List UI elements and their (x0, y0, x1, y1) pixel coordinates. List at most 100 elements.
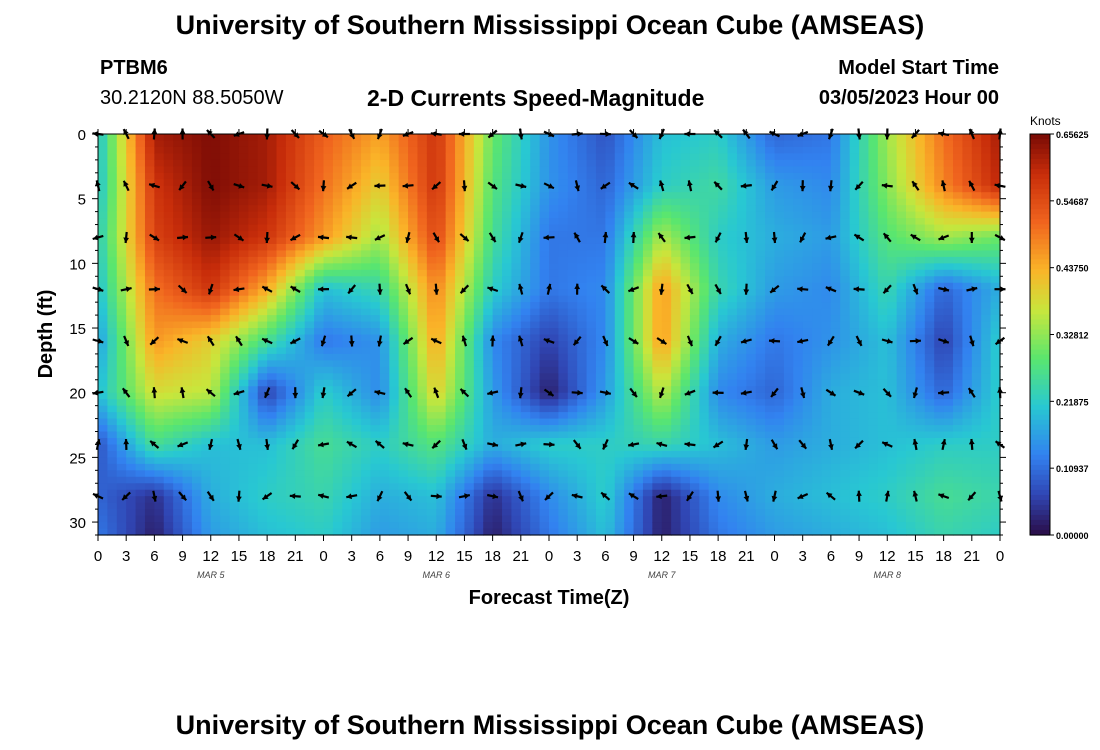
heatmap-cell (276, 386, 287, 394)
heatmap-cell (492, 243, 503, 252)
heatmap-cell (408, 528, 419, 536)
heatmap-cell (830, 386, 841, 394)
heatmap-cell (689, 431, 700, 439)
heatmap-cell (849, 295, 860, 303)
heatmap-cell (304, 289, 315, 297)
heatmap-cell (126, 321, 137, 329)
heatmap-cell (642, 185, 653, 193)
heatmap-cell (351, 198, 362, 206)
heatmap-cell (191, 392, 202, 400)
heatmap-cell (483, 366, 494, 374)
heatmap-cell (248, 353, 259, 361)
heatmap-cell (680, 250, 691, 258)
heatmap-cell (473, 366, 484, 374)
heatmap-cell (483, 412, 494, 420)
heatmap-cell (304, 528, 315, 536)
heatmap-cell (135, 250, 146, 258)
heatmap-cell (379, 295, 390, 303)
heatmap-cell (144, 457, 155, 465)
heatmap-cell (746, 315, 757, 323)
heatmap-cell (727, 250, 738, 258)
heatmap-cell (755, 360, 766, 368)
heatmap-cell (840, 392, 851, 400)
heatmap-cell (351, 205, 362, 213)
heatmap-cell (220, 153, 231, 161)
heatmap-cell (267, 224, 278, 232)
heatmap-cell (248, 302, 259, 310)
heatmap-cell (220, 159, 231, 167)
heatmap-cell (558, 425, 569, 433)
heatmap-cell (680, 315, 691, 323)
heatmap-cell (98, 224, 108, 232)
heatmap-cell (304, 256, 315, 264)
heatmap-cell (549, 308, 559, 316)
heatmap-cell (652, 218, 663, 226)
heatmap-cell (671, 405, 682, 413)
heatmap-cell (586, 250, 597, 258)
heatmap-cell (436, 528, 447, 536)
heatmap-cell (567, 450, 578, 458)
heatmap-cell (812, 489, 823, 497)
heatmap-cell (351, 528, 362, 536)
heatmap-cell (436, 211, 447, 219)
heatmap-cell (248, 218, 259, 226)
heatmap-cell (276, 489, 287, 497)
heatmap-cell (370, 328, 381, 336)
heatmap-cell (229, 444, 240, 452)
heatmap-cell (821, 515, 832, 523)
heatmap-cell (520, 386, 531, 394)
heatmap-cell (671, 528, 682, 536)
heatmap-cell (144, 134, 155, 142)
heatmap-cell (379, 515, 390, 523)
heatmap-cell (539, 509, 550, 517)
heatmap-cell (595, 353, 606, 361)
heatmap-cell (473, 515, 484, 523)
heatmap-cell (802, 146, 813, 155)
heatmap-cell (821, 140, 832, 148)
heatmap-cell (248, 153, 259, 161)
heatmap-cell (661, 496, 672, 504)
heatmap-cell (736, 444, 747, 452)
heatmap-cell (408, 373, 419, 381)
heatmap-cell (736, 470, 747, 478)
heatmap-cell (473, 159, 484, 167)
heatmap-cell (708, 282, 719, 290)
heatmap-cell (586, 437, 597, 446)
heatmap-cell (783, 263, 794, 271)
heatmap-cell (285, 302, 296, 310)
heatmap-cell (201, 243, 212, 252)
heatmap-cell (736, 360, 747, 368)
heatmap-cell (774, 334, 785, 342)
heatmap-cell (821, 269, 832, 277)
heatmap-cell (426, 373, 437, 381)
heatmap-cell (671, 166, 682, 174)
heatmap-cell (821, 470, 832, 478)
heatmap-cell (323, 256, 334, 264)
heatmap-cell (426, 231, 437, 239)
heatmap-cell (107, 528, 118, 536)
heatmap-cell (595, 340, 606, 349)
heatmap-cell (417, 153, 428, 161)
heatmap-cell (116, 366, 127, 374)
plot-title: 2-D Currents Speed-Magnitude (367, 85, 705, 111)
heatmap-cell (257, 231, 268, 239)
heatmap-cell (699, 476, 710, 484)
heatmap-cell (191, 140, 202, 148)
heatmap-cell (502, 295, 513, 303)
heatmap-cell (191, 457, 202, 465)
heatmap-cell (455, 237, 466, 245)
heatmap-cell (191, 373, 202, 381)
heatmap-cell (793, 502, 804, 510)
heatmap-cell (765, 444, 776, 452)
heatmap-cell (295, 418, 306, 426)
heatmap-cell (473, 476, 484, 484)
heatmap-cell (351, 379, 362, 387)
heatmap-cell (417, 263, 428, 271)
heatmap-cell (765, 399, 776, 407)
heatmap-cell (680, 295, 691, 303)
heatmap-cell (586, 205, 597, 213)
heatmap-cell (671, 392, 682, 400)
heatmap-cell (614, 528, 625, 536)
heatmap-cell (840, 347, 851, 355)
heatmap-cell (417, 476, 428, 484)
